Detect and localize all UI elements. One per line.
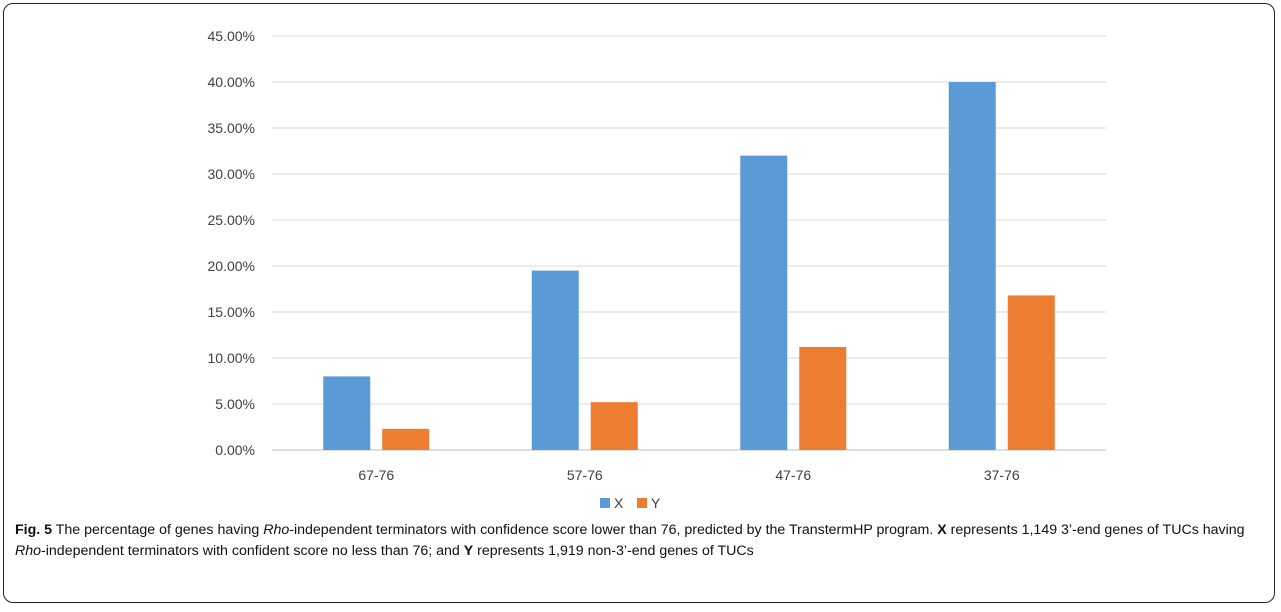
y-tick-label: 20.00%	[208, 258, 255, 274]
y-tick-label: 25.00%	[208, 212, 255, 228]
y-tick-label: 0.00%	[215, 442, 255, 458]
x-axis-ticks: 67-76 57-76 47-76 37-76	[358, 467, 1020, 483]
figure-caption: Fig. 5 The percentage of genes having Rh…	[15, 520, 1270, 562]
y-tick-label: 15.00%	[208, 304, 255, 320]
caption-text: The percentage of genes having	[52, 522, 264, 538]
y-tick-label: 5.00%	[215, 396, 255, 412]
bar-x-67-76	[323, 376, 371, 450]
bar-y-67-76	[382, 428, 430, 450]
y-tick-label: 30.00%	[208, 166, 255, 182]
bar-y-57-76	[590, 402, 638, 450]
legend-swatch-x	[600, 498, 610, 508]
caption-rho: Rho	[263, 522, 290, 538]
bar-chart: 0.00% 5.00% 10.00% 15.00% 20.00% 25.00% 30.00%…	[208, 28, 1106, 511]
y-axis-ticks: 0.00% 5.00% 10.00% 15.00% 20.00% 25.00% 30.00%…	[208, 28, 255, 458]
caption-y-label: Y	[463, 543, 474, 559]
caption-fig-label: Fig. 5	[15, 522, 53, 538]
bar-y-37-76	[1007, 295, 1055, 450]
y-tick-label: 35.00%	[208, 120, 255, 136]
caption-text: represents 1,919 non-3’-end genes of TUC…	[473, 543, 754, 559]
x-tick-label: 67-76	[358, 467, 394, 483]
x-tick-label: 37-76	[984, 467, 1020, 483]
bar-x-47-76	[740, 155, 788, 450]
caption-rho: Rho	[15, 543, 42, 559]
bar-x-57-76	[531, 270, 579, 450]
legend-label-y: Y	[651, 495, 661, 511]
legend-swatch-y	[637, 498, 647, 508]
caption-text: -independent terminators with confidence…	[289, 522, 938, 538]
bar-y-47-76	[799, 346, 847, 450]
caption-x-label: X	[937, 522, 947, 538]
y-tick-label: 10.00%	[208, 350, 255, 366]
x-tick-label: 57-76	[567, 467, 603, 483]
legend-label-x: X	[614, 495, 624, 511]
x-tick-label: 47-76	[775, 467, 811, 483]
bars	[323, 82, 1055, 450]
y-tick-label: 45.00%	[208, 28, 255, 44]
caption-text: represents 1,149 3’-end genes of TUCs ha…	[946, 522, 1245, 538]
bar-x-37-76	[948, 82, 996, 450]
y-tick-label: 40.00%	[208, 74, 255, 90]
caption-text: -independent terminators with confident …	[41, 543, 464, 559]
